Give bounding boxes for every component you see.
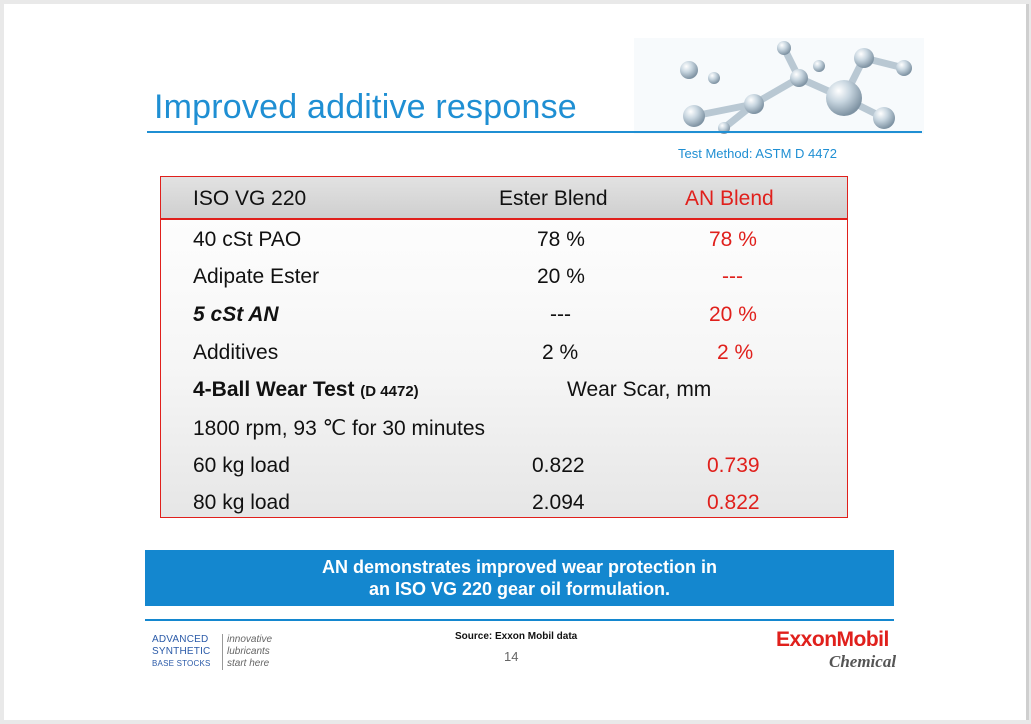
exxonmobil-logo: ExxonMobil	[776, 628, 889, 651]
row-an-value: 20 %	[709, 303, 757, 326]
logo-line-2: SYNTHETIC	[152, 646, 211, 657]
load-row-label: 80 kg load	[193, 491, 290, 514]
load-an-value: 0.739	[707, 454, 760, 477]
load-an-value: 0.822	[707, 491, 760, 514]
load-row-label: 60 kg load	[193, 454, 290, 477]
page-number: 14	[504, 649, 519, 664]
row-ester-value: ---	[550, 303, 571, 326]
row-an-value: 78 %	[709, 228, 757, 251]
banner-line-1: AN demonstrates improved wear protection…	[321, 557, 718, 577]
slide: Improved additive response Test Method: …	[4, 4, 1029, 720]
row-ester-value: 78 %	[537, 228, 585, 251]
wear-test-title: 4-Ball Wear Test	[193, 378, 355, 401]
exxonmobil-chemical-label: Chemical	[829, 652, 897, 671]
molecule-graphic	[634, 38, 924, 134]
footer-divider	[145, 619, 894, 621]
logo-tag-1: innovative	[227, 634, 273, 645]
row-label: Adipate Ester	[193, 265, 320, 288]
conclusion-banner: AN demonstrates improved wear protection…	[145, 550, 894, 606]
row-ester-value: 2 %	[542, 341, 579, 364]
header-grade: ISO VG 220	[193, 187, 307, 210]
load-ester-value: 0.822	[532, 454, 585, 477]
banner-line-2: an ISO VG 220 gear oil formulation.	[368, 579, 671, 599]
row-label: 40 cSt PAO	[193, 228, 302, 251]
logo-separator	[222, 634, 223, 670]
header-an-blend: AN Blend	[685, 187, 774, 210]
load-ester-value: 2.094	[532, 491, 585, 514]
row-label: 5 cSt AN	[193, 303, 279, 326]
row-an-value: ---	[722, 265, 743, 288]
table-header	[161, 177, 847, 220]
test-conditions: 1800 rpm, 93 ℃ for 30 minutes	[193, 417, 486, 440]
advanced-synthetic-logo: ADVANCED SYNTHETIC BASE STOCKS innovativ…	[152, 632, 302, 672]
wear-test-label: 4-Ball Wear Test (D 4472)	[193, 378, 419, 402]
header-ester-blend: Ester Blend	[499, 187, 608, 210]
wear-scar-unit: Wear Scar, mm	[567, 378, 712, 401]
row-label: Additives	[193, 341, 279, 364]
logo-line-3: BASE STOCKS	[152, 659, 211, 668]
wear-test-method: (D 4472)	[360, 383, 419, 400]
test-method-note: Test Method: ASTM D 4472	[678, 146, 837, 161]
source-note: Source: Exxon Mobil data	[455, 631, 578, 642]
logo-tag-2: lubricants	[227, 646, 270, 657]
slide-title: Improved additive response	[154, 88, 577, 126]
logo-line-1: ADVANCED	[152, 634, 209, 645]
title-divider	[147, 131, 922, 133]
row-an-value: 2 %	[717, 341, 754, 364]
logo-tag-3: start here	[227, 658, 270, 669]
results-table: ISO VG 220 Ester Blend AN Blend 40 cSt P…	[160, 176, 848, 518]
row-ester-value: 20 %	[537, 265, 585, 288]
